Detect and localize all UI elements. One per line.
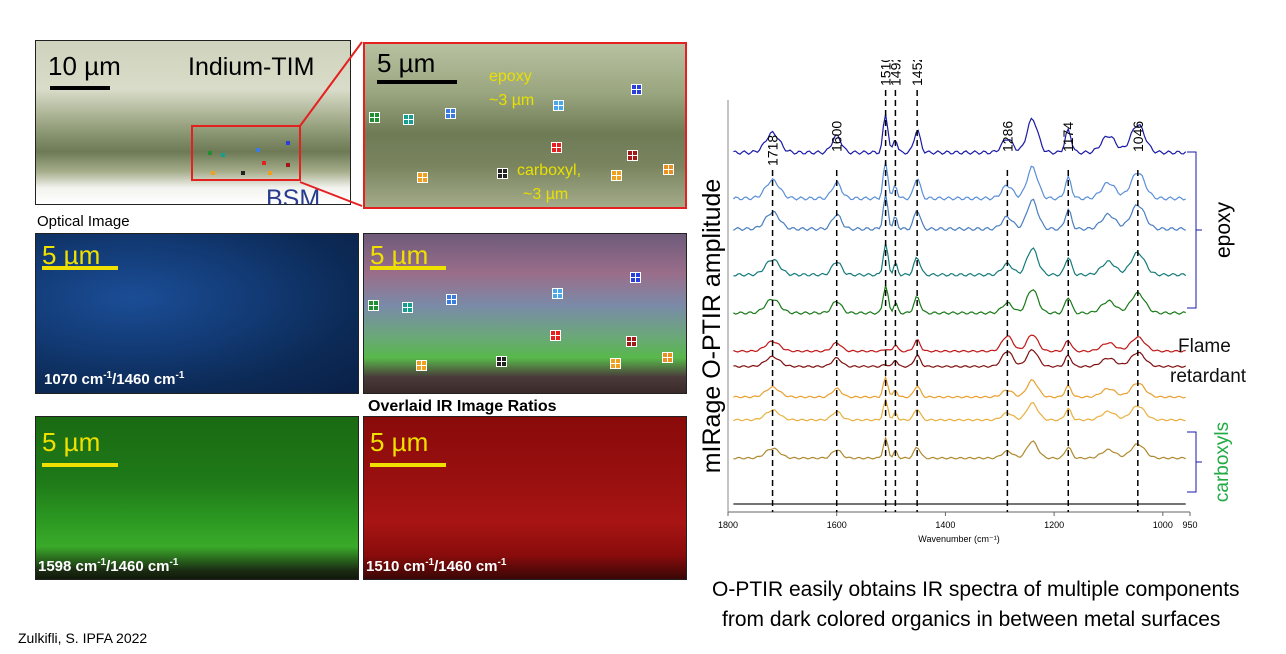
spectra-chart: 1800 1600 1400 1200 1000 950 Wavenumber (cm⁻¹)… — [698, 60, 1247, 544]
epoxy-label: epoxy — [489, 68, 532, 85]
scale-bar — [370, 266, 446, 270]
peak-label: 1286 — [999, 121, 1015, 152]
sample-marker — [417, 172, 428, 183]
sample-marker — [553, 100, 564, 111]
peak-label: 1452 — [909, 60, 925, 86]
group-bracket — [1187, 431, 1202, 493]
peak-label: 1510 — [878, 60, 894, 86]
optical-caption: Optical Image — [37, 213, 130, 230]
spectrum-line — [733, 193, 1186, 232]
sample-marker — [369, 112, 380, 123]
sample-marker — [663, 164, 674, 175]
sample-point — [262, 161, 266, 165]
scale-bar — [377, 80, 457, 84]
sample-marker — [497, 168, 508, 179]
peak-label: 1174 — [1060, 122, 1076, 152]
sample-point — [256, 148, 260, 152]
spectrum-line — [733, 435, 1186, 460]
sample-point — [208, 151, 212, 155]
sample-marker — [416, 360, 427, 371]
scale-label: 10 µm — [48, 51, 121, 81]
spectrum-line — [733, 334, 1186, 353]
sample-point — [221, 153, 225, 157]
sample-point — [241, 171, 245, 175]
bottom-caption-line-2: from dark colored organics in between me… — [722, 608, 1221, 631]
sample-marker — [496, 356, 507, 367]
x-tick-label: 1000 — [1153, 520, 1173, 530]
spectrum-line — [733, 243, 1187, 277]
sample-marker — [610, 358, 621, 369]
sample-point — [268, 171, 272, 175]
x-tick-label: 1200 — [1044, 520, 1064, 530]
sample-point — [211, 171, 215, 175]
x-tick-label: 1400 — [935, 520, 955, 530]
group-bracket — [1187, 151, 1202, 309]
sample-point — [286, 163, 290, 167]
bottom-caption-line-1: O-PTIR easily obtains IR spectra of mult… — [712, 578, 1240, 601]
scale-bar — [42, 463, 118, 467]
spectrum-line — [733, 285, 1186, 315]
ratio-caption: 1598 cm-1/1460 cm-1 — [38, 557, 179, 575]
scale-label: 5 µm — [370, 240, 429, 270]
ir-ratio-image-1598: 5 µm 1598 cm-1/1460 cm-1 — [35, 416, 359, 580]
scale-label: 5 µm — [42, 240, 101, 270]
peak-label: 1492 — [887, 60, 903, 86]
sample-marker — [662, 352, 673, 363]
x-tick-label: 1800 — [718, 520, 738, 530]
sample-marker — [550, 330, 561, 341]
ir-ratio-image-1510: 5 µm 1510 cm-1/1460 cm-1 — [363, 416, 687, 580]
region-label: BSM — [266, 185, 321, 205]
scale-label: 5 µm — [370, 427, 429, 457]
sample-marker — [552, 288, 563, 299]
x-tick-label: 1600 — [827, 520, 847, 530]
scale-bar — [370, 463, 446, 467]
spectrum-line — [733, 375, 1186, 399]
x-tick-label: 950 — [1182, 520, 1197, 530]
spectrum-line — [733, 397, 1186, 422]
scale-label: 5 µm — [42, 427, 101, 457]
scale-label: 5 µm — [377, 48, 436, 78]
sample-marker — [631, 84, 642, 95]
x-axis-label: Wavenumber (cm⁻¹) — [918, 534, 999, 544]
group-label: Flame — [1178, 336, 1231, 357]
optical-zoom-image: 5 µm epoxy ~3 µm carboxyl, ~3 µm — [363, 42, 687, 209]
sample-marker — [402, 302, 413, 313]
scale-bar — [50, 86, 110, 90]
sample-marker — [627, 150, 638, 161]
sample-marker — [368, 300, 379, 311]
sample-marker — [403, 114, 414, 125]
sample-marker — [551, 142, 562, 153]
sample-point — [286, 141, 290, 145]
y-axis-label: mIRage O-PTIR amplitude — [698, 179, 726, 474]
ir-ratio-image-1070: 5 µm 1070 cm-1/1460 cm-1 — [35, 233, 359, 394]
citation: Zulkifli, S. IPFA 2022 — [18, 630, 148, 646]
group-label: epoxy — [1212, 201, 1235, 258]
ratio-caption: 1510 cm-1/1460 cm-1 — [366, 557, 507, 575]
ratio-caption: 1070 cm-1/1460 cm-1 — [44, 370, 185, 388]
carboxyl-size: ~3 µm — [523, 186, 569, 203]
peak-label: 1600 — [829, 121, 845, 152]
carboxyl-label: carboxyl, — [517, 162, 582, 179]
zoom-region-box — [191, 125, 301, 181]
optical-wide-image: 10 µm Indium-TIM BSM — [35, 40, 351, 205]
sample-marker — [445, 108, 456, 119]
scale-bar — [42, 266, 118, 270]
sample-marker — [630, 272, 641, 283]
overlay-caption: Overlaid IR Image Ratios — [368, 398, 557, 415]
group-label: carboxyls — [1212, 422, 1233, 502]
sample-marker — [626, 336, 637, 347]
peak-label: 1046 — [1130, 121, 1146, 152]
epoxy-size: ~3 µm — [489, 92, 535, 109]
ir-overlay-image: 5 µm — [363, 233, 687, 394]
sample-marker — [611, 170, 622, 181]
spectrum-line — [733, 348, 1186, 368]
group-label: retardant — [1170, 366, 1247, 387]
sample-marker — [446, 294, 457, 305]
material-label: Indium-TIM — [188, 53, 315, 81]
peak-label: 1718 — [765, 135, 781, 166]
spectrum-line — [732, 161, 1186, 201]
spectrum-line — [733, 114, 1187, 155]
